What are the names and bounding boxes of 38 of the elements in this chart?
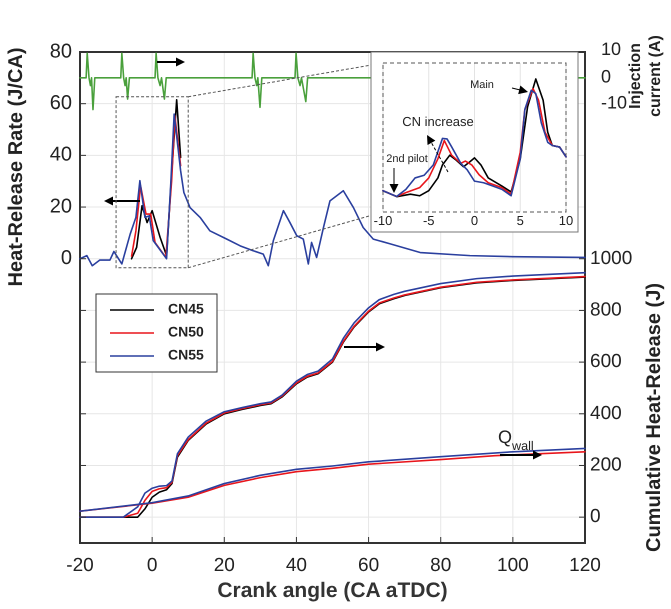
y-tick-label: 40 — [50, 144, 72, 166]
y-tick-label: 80 — [50, 40, 72, 62]
y3-tick-label: 10 — [601, 38, 622, 59]
x-tick-label: 100 — [497, 555, 529, 576]
y2-axis-title: Cumulative Heat-Release (J) — [643, 283, 665, 552]
y-tick-label: 0 — [60, 247, 72, 270]
y2-tick-label: 800 — [590, 299, 622, 320]
x-tick-label: -5 — [422, 213, 435, 228]
x-tick-label: 10 — [558, 213, 574, 228]
x-axis-title: Crank angle (CA aTDC) — [217, 579, 448, 602]
x-tick-label: 60 — [358, 555, 380, 576]
x-tick-label: -20 — [66, 555, 94, 576]
x-tick-label: 80 — [430, 555, 452, 576]
y2-tick-label: 400 — [590, 402, 622, 424]
x-tick-label: 5 — [516, 213, 524, 228]
x-tick-label: 0 — [470, 213, 478, 228]
legend-label: CN55 — [168, 346, 204, 363]
y3-tick-label: 0 — [601, 66, 612, 87]
y-axis-title: Heat-Release Rate (J/CA) — [5, 48, 27, 286]
x-tick-label: 0 — [146, 555, 158, 576]
legend-label: CN50 — [168, 324, 204, 340]
x-tick-label: -10 — [374, 213, 392, 228]
y3-tick-label: -10 — [601, 92, 628, 112]
y-tick-label: 60 — [50, 92, 72, 114]
annotation: CN increase — [402, 114, 474, 129]
annotation: Q$_{wall}$ — [498, 427, 534, 453]
y3-axis-title: Injection current (A) — [627, 35, 664, 117]
annotation: 2nd pilot — [386, 153, 428, 165]
x-tick-label: 20 — [214, 555, 235, 576]
x-tick-label: 40 — [286, 555, 307, 576]
y2-tick-label: 600 — [590, 351, 622, 372]
y2-tick-label: 1000 — [590, 248, 632, 269]
line-series — [79, 113, 586, 267]
legend-label: CN45 — [168, 300, 204, 317]
y2-tick-label: 200 — [590, 454, 622, 476]
x-tick-label: 120 — [569, 555, 601, 576]
y2-tick-label: 0 — [590, 506, 601, 528]
annotation: Main — [470, 79, 494, 91]
